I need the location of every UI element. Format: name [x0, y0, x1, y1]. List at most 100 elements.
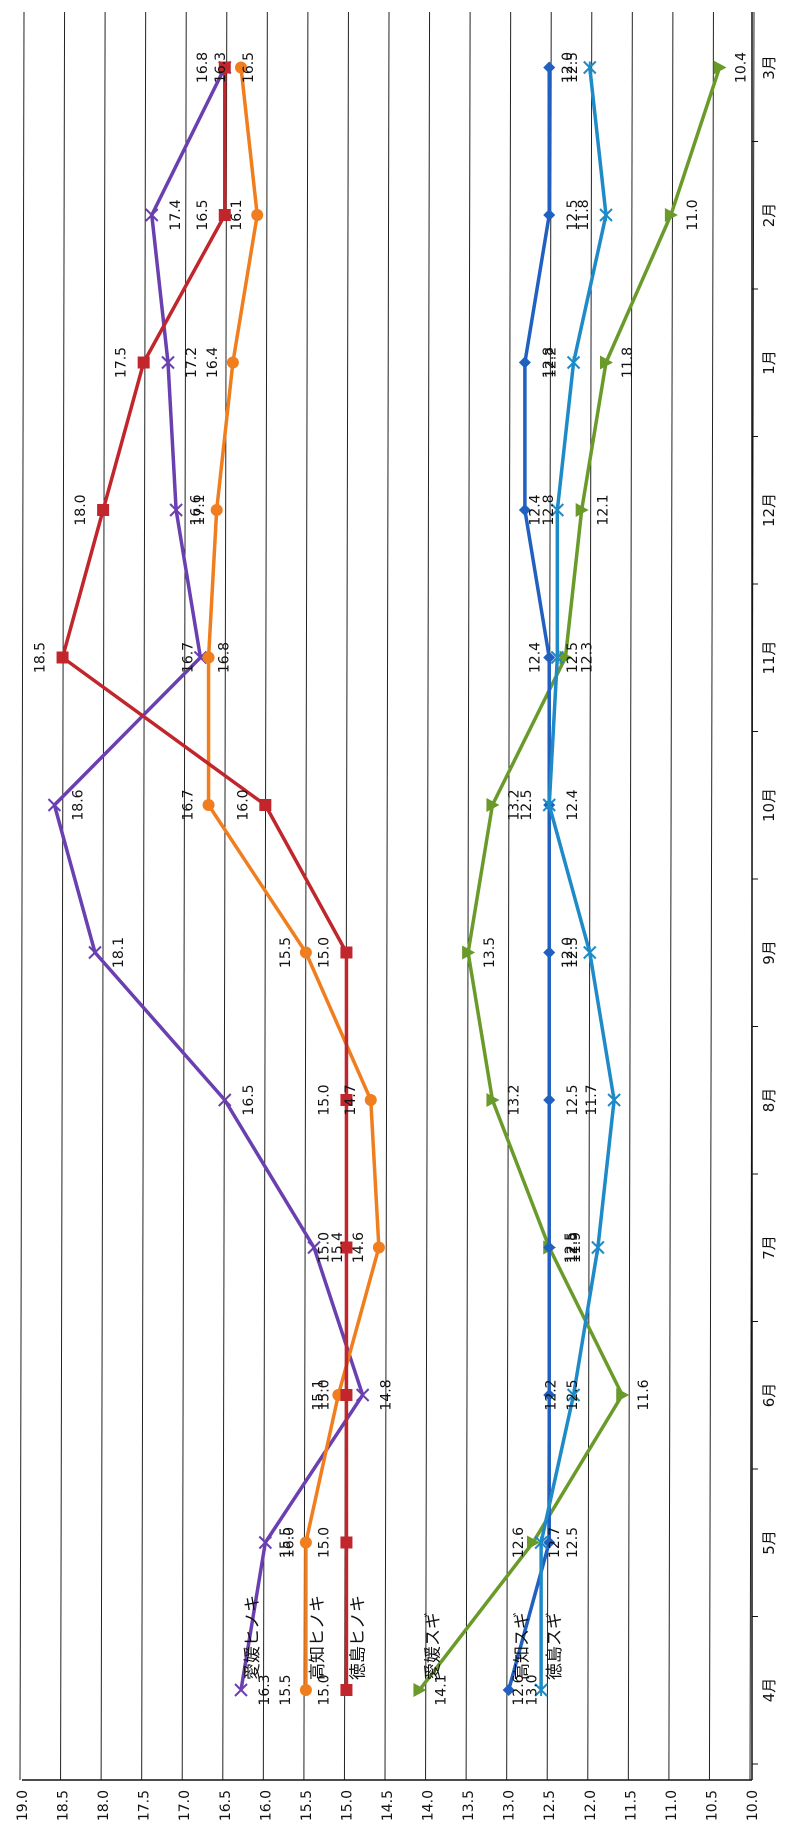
data-point	[543, 1536, 556, 1549]
data-label: 16.4	[205, 347, 221, 378]
data-point	[462, 945, 476, 960]
series-3	[413, 60, 727, 1697]
value-tick-label: 11.5	[623, 1790, 639, 1821]
data-label: 11.7	[584, 1084, 600, 1115]
data-label: 16.7	[181, 642, 197, 673]
data-point	[664, 208, 678, 222]
data-label: 12.5	[565, 1527, 581, 1558]
grid-line	[19, 11, 25, 1781]
value-tick-label: 18.0	[96, 1790, 112, 1821]
grid-line	[141, 11, 147, 1781]
data-point	[161, 355, 175, 370]
data-point	[202, 651, 215, 664]
data-label: 18.5	[33, 642, 49, 673]
value-tick-label: 14.5	[380, 1790, 396, 1821]
grid-line	[100, 11, 106, 1781]
data-point	[56, 651, 69, 664]
month-label: 7月	[760, 1235, 778, 1260]
data-label: 13.2	[506, 1084, 522, 1115]
grid-line	[506, 11, 512, 1781]
data-point	[251, 209, 264, 221]
series-name-label: 愛媛ヒノキ	[243, 1595, 263, 1680]
data-label: 12.0	[560, 937, 576, 968]
data-label: 17.4	[168, 199, 184, 230]
grid-line	[262, 11, 268, 1781]
data-point	[543, 61, 556, 74]
data-point	[566, 1388, 581, 1402]
data-point	[583, 60, 597, 75]
data-label: 18.1	[111, 937, 127, 968]
month-label: 5月	[760, 1530, 778, 1555]
series-line	[418, 66, 722, 1692]
data-point	[299, 1684, 312, 1696]
data-point	[340, 946, 353, 959]
data-point	[616, 1388, 630, 1402]
series-1	[202, 61, 385, 1696]
data-label: 15.4	[330, 1232, 346, 1263]
data-label: 16.8	[195, 52, 211, 83]
data-label: 17.2	[184, 347, 200, 378]
data-point	[543, 1241, 556, 1254]
data-point	[413, 1683, 427, 1697]
data-label: 15.5	[278, 1527, 294, 1558]
series-name-label: 愛媛スギ	[423, 1612, 443, 1680]
data-point	[543, 1094, 556, 1106]
month-label: 2月	[760, 203, 778, 228]
month-label: 8月	[760, 1088, 778, 1113]
data-label: 12.6	[511, 1527, 527, 1558]
series-name-label: 徳島スギ	[545, 1612, 565, 1680]
series-line	[539, 67, 616, 1690]
series-line	[206, 67, 381, 1690]
data-point	[340, 1241, 353, 1254]
data-label: 12.5	[565, 1084, 581, 1115]
data-label: 16.5	[241, 1084, 257, 1115]
data-point	[340, 1389, 353, 1401]
data-point	[307, 1240, 321, 1255]
month-label: 12月	[760, 493, 778, 527]
value-tick-label: 18.5	[56, 1790, 72, 1821]
data-label: 16.5	[241, 52, 257, 83]
value-tick-label: 10.5	[704, 1790, 720, 1821]
data-label: 16.6	[189, 494, 205, 525]
data-label: 12.4	[527, 642, 543, 673]
data-label: 12.5	[565, 1232, 581, 1263]
data-label: 15.0	[316, 1379, 332, 1410]
series-group	[47, 60, 727, 1697]
data-label: 15.1	[310, 1379, 326, 1410]
data-point	[258, 1535, 273, 1550]
data-point	[543, 651, 556, 664]
data-point	[372, 1241, 385, 1254]
grid-line	[181, 11, 187, 1781]
data-label: 12.5	[565, 937, 581, 968]
data-label: 12.8	[541, 494, 557, 525]
data-label: 11.8	[620, 347, 636, 378]
month-label: 10月	[760, 788, 778, 822]
grid-line	[587, 11, 593, 1781]
month-label: 1月	[760, 350, 778, 375]
data-point	[97, 504, 110, 516]
value-tick-label: 12.0	[583, 1790, 599, 1821]
data-label: 11.9	[568, 1232, 584, 1263]
data-label: 11.8	[576, 199, 592, 230]
data-label: 12.5	[565, 642, 581, 673]
data-label: 12.4	[527, 494, 543, 525]
data-label: 12.5	[519, 789, 535, 820]
value-tick-label: 17.0	[177, 1790, 193, 1821]
data-label: 15.5	[278, 1674, 294, 1705]
data-point	[226, 356, 239, 369]
data-label: 12.4	[565, 789, 581, 820]
data-point	[234, 1683, 248, 1697]
data-label: 13.2	[506, 789, 522, 820]
grid-line	[668, 11, 674, 1781]
data-point	[299, 946, 312, 959]
data-point	[218, 1093, 232, 1107]
series-line	[506, 67, 551, 1691]
data-point	[527, 1535, 540, 1550]
grid-line	[465, 11, 471, 1781]
grid-line	[222, 11, 228, 1781]
data-label: 16.3	[213, 52, 229, 83]
data-label: 12.0	[560, 52, 576, 83]
series-name-label: 高知ヒノキ	[308, 1595, 328, 1680]
data-point	[542, 798, 556, 812]
data-point	[486, 1093, 500, 1107]
